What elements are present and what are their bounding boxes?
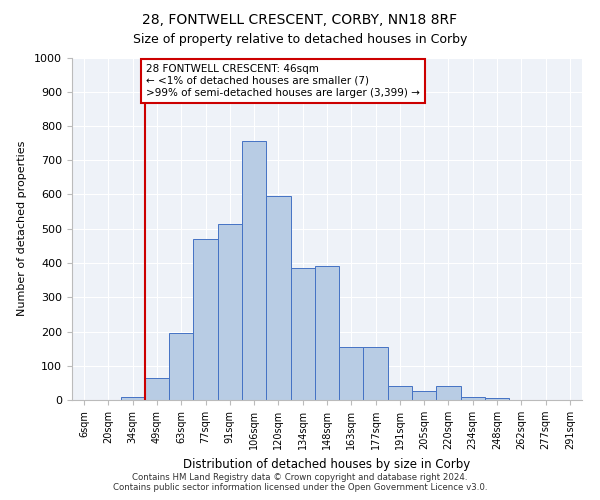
Y-axis label: Number of detached properties: Number of detached properties bbox=[17, 141, 28, 316]
Bar bbox=[485, 398, 509, 400]
Bar bbox=[461, 396, 485, 400]
Bar bbox=[121, 396, 145, 400]
X-axis label: Distribution of detached houses by size in Corby: Distribution of detached houses by size … bbox=[184, 458, 470, 470]
Text: 28 FONTWELL CRESCENT: 46sqm
← <1% of detached houses are smaller (7)
>99% of sem: 28 FONTWELL CRESCENT: 46sqm ← <1% of det… bbox=[146, 64, 420, 98]
Bar bbox=[193, 239, 218, 400]
Bar bbox=[145, 378, 169, 400]
Bar bbox=[266, 196, 290, 400]
Bar bbox=[169, 333, 193, 400]
Bar bbox=[388, 386, 412, 400]
Bar bbox=[242, 142, 266, 400]
Bar bbox=[339, 347, 364, 400]
Bar bbox=[412, 392, 436, 400]
Text: Contains HM Land Registry data © Crown copyright and database right 2024.
Contai: Contains HM Land Registry data © Crown c… bbox=[113, 473, 487, 492]
Bar bbox=[364, 347, 388, 400]
Text: 28, FONTWELL CRESCENT, CORBY, NN18 8RF: 28, FONTWELL CRESCENT, CORBY, NN18 8RF bbox=[142, 12, 458, 26]
Bar bbox=[218, 224, 242, 400]
Text: Size of property relative to detached houses in Corby: Size of property relative to detached ho… bbox=[133, 32, 467, 46]
Bar bbox=[436, 386, 461, 400]
Bar bbox=[290, 268, 315, 400]
Bar bbox=[315, 266, 339, 400]
